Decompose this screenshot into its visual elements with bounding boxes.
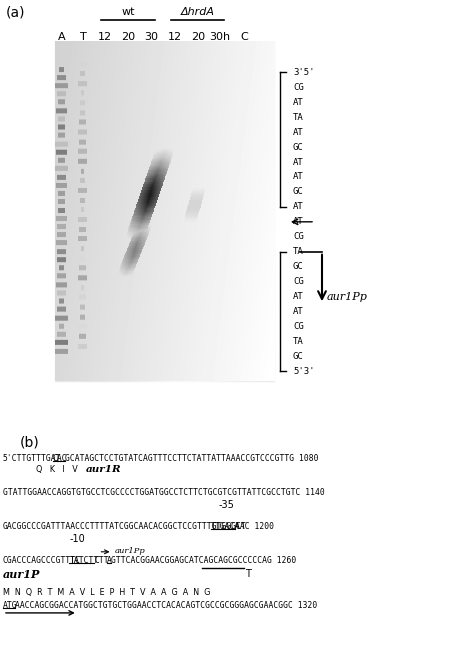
Text: CGACCCAGCCCGTTTC: CGACCCAGCCCGTTTC [3,556,81,565]
Text: aur1R: aur1R [86,465,122,473]
Text: 20: 20 [191,32,205,42]
Text: A: A [107,556,111,565]
Text: T: T [245,569,251,579]
Text: T: T [80,32,86,42]
Text: 5'CTTGTTTGAT: 5'CTTGTTTGAT [3,454,62,463]
Text: GC: GC [293,187,304,197]
Text: AACCAGCGGACCATGGCTGTGCTGGAACCTCACACAGTCGCCGCGGGAGCGAACGGC 1320: AACCAGCGGACCATGGCTGTGCTGGAACCTCACACAGTCG… [16,601,318,610]
Text: (b): (b) [20,436,40,450]
Text: CG: CG [293,83,304,92]
Text: AT: AT [293,307,304,316]
Text: GC: GC [293,262,304,271]
Text: AAC 1200: AAC 1200 [236,522,274,531]
Text: M  N  Q  R  T  M  A  V  L  E  P  H  T  V  A  A  G  A  N  G: M N Q R T M A V L E P H T V A A G A N G [3,588,210,597]
Text: AT: AT [293,203,304,211]
Text: CTT: CTT [94,556,109,565]
Text: aur1Pp: aur1Pp [114,547,145,555]
Text: 5'3': 5'3' [293,367,315,376]
Text: AT: AT [293,217,304,226]
Text: CG: CG [293,277,304,286]
Text: TTGACA: TTGACA [210,522,240,531]
Text: (a): (a) [6,5,26,19]
Text: -35: -35 [219,500,235,510]
Text: AT: AT [293,127,304,137]
Text: 12: 12 [98,32,112,42]
Text: aur1Pp: aur1Pp [327,291,368,301]
Text: ΔhrdA: ΔhrdA [181,7,215,17]
Text: AT: AT [293,157,304,167]
Bar [55,42,275,381]
Text: AT: AT [293,173,304,181]
Text: GTTCACGGAACGGAGCATCAGCAGCGCCCCCAG 1260: GTTCACGGAACGGAGCATCAGCAGCGCCCCCAG 1260 [111,556,296,565]
Text: GCATAGCTCCTGTATCAGTTTCCTTCTATTATTAAACCGTCCCGTTG 1080: GCATAGCTCCTGTATCAGTTTCCTTCTATTATTAAACCGT… [65,454,319,463]
Text: C: C [240,32,248,42]
Text: aur1P: aur1P [3,569,40,580]
Text: A: A [58,32,66,42]
Text: TA: TA [293,337,304,346]
Text: 30h: 30h [210,32,230,42]
Text: AT: AT [293,292,304,301]
Text: TA: TA [293,247,304,256]
Text: 20: 20 [121,32,135,42]
Text: GC: GC [293,352,304,361]
Text: 12: 12 [168,32,182,42]
Text: -10: -10 [69,534,85,544]
Text: 3'5': 3'5' [293,68,315,77]
Text: GTATTGGAACCAGGTGTGCCTCGCCCCTGGATGGCCTCTTCTGCGTCGTTATTCGCCTGTC 1140: GTATTGGAACCAGGTGTGCCTCGCCCCTGGATGGCCTCTT… [3,487,325,497]
Text: GACGGCCCGATTTAACCCTTTTATCGGCAACACGGCTCCGTTTGTGGGCT: GACGGCCCGATTTAACCCTTTTATCGGCAACACGGCTCCG… [3,522,247,531]
Text: CG: CG [293,232,304,241]
Text: AT: AT [293,98,304,107]
Text: GC: GC [293,143,304,151]
Text: CAC: CAC [53,454,67,463]
Text: wt: wt [121,7,135,17]
Text: Q   K   I   V: Q K I V [36,465,78,473]
Text: TA: TA [293,113,304,122]
Text: CG: CG [293,322,304,331]
Text: ATG: ATG [3,601,18,610]
Text: 30: 30 [144,32,158,42]
Text: TATCTT: TATCTT [69,556,99,565]
